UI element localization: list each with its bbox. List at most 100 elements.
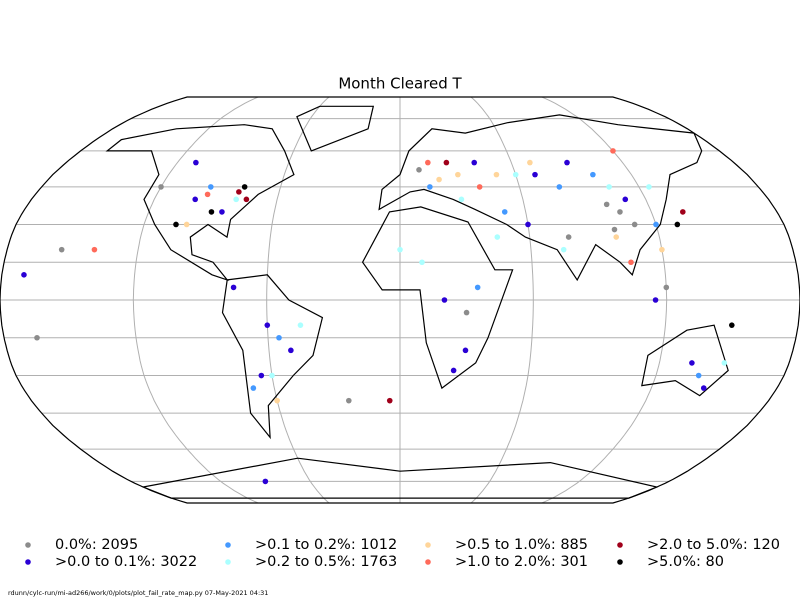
station-point xyxy=(458,196,465,203)
station-point xyxy=(264,322,271,328)
station-point xyxy=(663,284,670,291)
station-point xyxy=(512,171,519,178)
land-outline xyxy=(378,114,703,282)
station-point xyxy=(700,385,707,391)
station-point xyxy=(241,184,248,190)
station-point xyxy=(236,189,242,195)
station-point xyxy=(425,159,431,166)
legend-marker xyxy=(425,559,431,565)
station-point xyxy=(471,159,478,166)
station-point xyxy=(58,246,65,253)
station-point xyxy=(230,284,237,291)
station-point xyxy=(269,372,275,379)
station-point xyxy=(622,196,629,203)
station-point xyxy=(564,159,570,166)
station-point xyxy=(606,184,612,190)
station-point xyxy=(262,478,269,485)
station-point xyxy=(192,196,198,203)
station-point xyxy=(646,184,652,190)
station-point xyxy=(158,184,164,190)
station-point xyxy=(659,246,665,253)
legend-marker xyxy=(425,542,431,548)
legend-label: >0.2 to 0.5%: 1763 xyxy=(255,554,397,570)
legend-label: >2.0 to 5.0%: 120 xyxy=(647,537,780,553)
station-point xyxy=(653,221,659,228)
station-point xyxy=(628,259,634,266)
legend-label: >0.0 to 0.1%: 3022 xyxy=(55,554,197,570)
station-point xyxy=(525,221,531,228)
station-point xyxy=(729,322,735,328)
legend-marker xyxy=(25,542,31,548)
station-point xyxy=(346,397,352,404)
station-point xyxy=(532,171,538,178)
station-point xyxy=(91,246,98,253)
station-point xyxy=(565,234,572,240)
station-point xyxy=(493,171,500,178)
station-point xyxy=(674,221,681,228)
station-point xyxy=(297,322,304,328)
station-point xyxy=(680,209,686,215)
station-point xyxy=(590,171,596,178)
land-outline xyxy=(105,124,295,282)
station-point xyxy=(173,221,179,228)
station-point xyxy=(474,284,481,291)
station-point xyxy=(652,297,659,303)
legend-marker xyxy=(25,559,31,565)
station-point xyxy=(243,196,250,203)
legend-label: >0.1 to 0.2%: 1012 xyxy=(255,537,397,553)
legend-label: >1.0 to 2.0%: 301 xyxy=(455,554,588,570)
station-point xyxy=(427,184,433,190)
station-point xyxy=(603,201,610,208)
station-point xyxy=(556,184,563,190)
legend-marker xyxy=(617,542,623,548)
station-point xyxy=(436,176,442,183)
station-point xyxy=(463,309,470,316)
map-title: Month Cleared T xyxy=(338,75,462,93)
station-point xyxy=(397,246,403,253)
land xyxy=(105,105,729,499)
station-point xyxy=(416,167,422,173)
station-point xyxy=(462,347,469,354)
station-point xyxy=(288,347,294,354)
station-point xyxy=(183,221,190,228)
station-point xyxy=(560,246,567,253)
station-point xyxy=(689,360,695,366)
land-outline xyxy=(296,105,375,152)
land-outline xyxy=(221,274,324,440)
station-point xyxy=(631,221,638,228)
station-point xyxy=(204,191,211,198)
station-point xyxy=(258,372,265,379)
station-point xyxy=(527,159,533,166)
station-point xyxy=(274,397,280,404)
footer: rdunn/cylc-run/mi-ad266/work/0/plots/plo… xyxy=(8,589,268,597)
station-point xyxy=(386,397,393,404)
station-point xyxy=(450,367,457,374)
legend-label: >0.5 to 1.0%: 885 xyxy=(455,537,588,553)
land-outline xyxy=(141,457,659,499)
station-point xyxy=(695,372,702,379)
legend-marker xyxy=(225,542,231,548)
station-point xyxy=(208,184,214,190)
map-outline xyxy=(0,96,800,504)
station-point xyxy=(617,209,623,215)
station-point xyxy=(721,360,728,366)
station-point xyxy=(233,196,239,203)
station-point xyxy=(441,297,448,303)
station-point xyxy=(455,171,461,178)
points xyxy=(21,148,735,485)
station-point xyxy=(501,209,508,215)
land-outline xyxy=(361,206,514,390)
land-outline xyxy=(641,324,729,397)
station-point xyxy=(276,334,282,341)
station-point xyxy=(208,209,215,215)
station-point xyxy=(443,159,450,166)
station-point xyxy=(21,272,27,278)
station-point xyxy=(193,159,199,166)
legend-label: 0.0%: 2095 xyxy=(55,537,138,553)
station-point xyxy=(476,184,483,190)
station-point xyxy=(494,234,501,240)
station-point xyxy=(419,259,425,266)
station-point xyxy=(610,148,616,154)
legend-marker xyxy=(225,559,231,565)
